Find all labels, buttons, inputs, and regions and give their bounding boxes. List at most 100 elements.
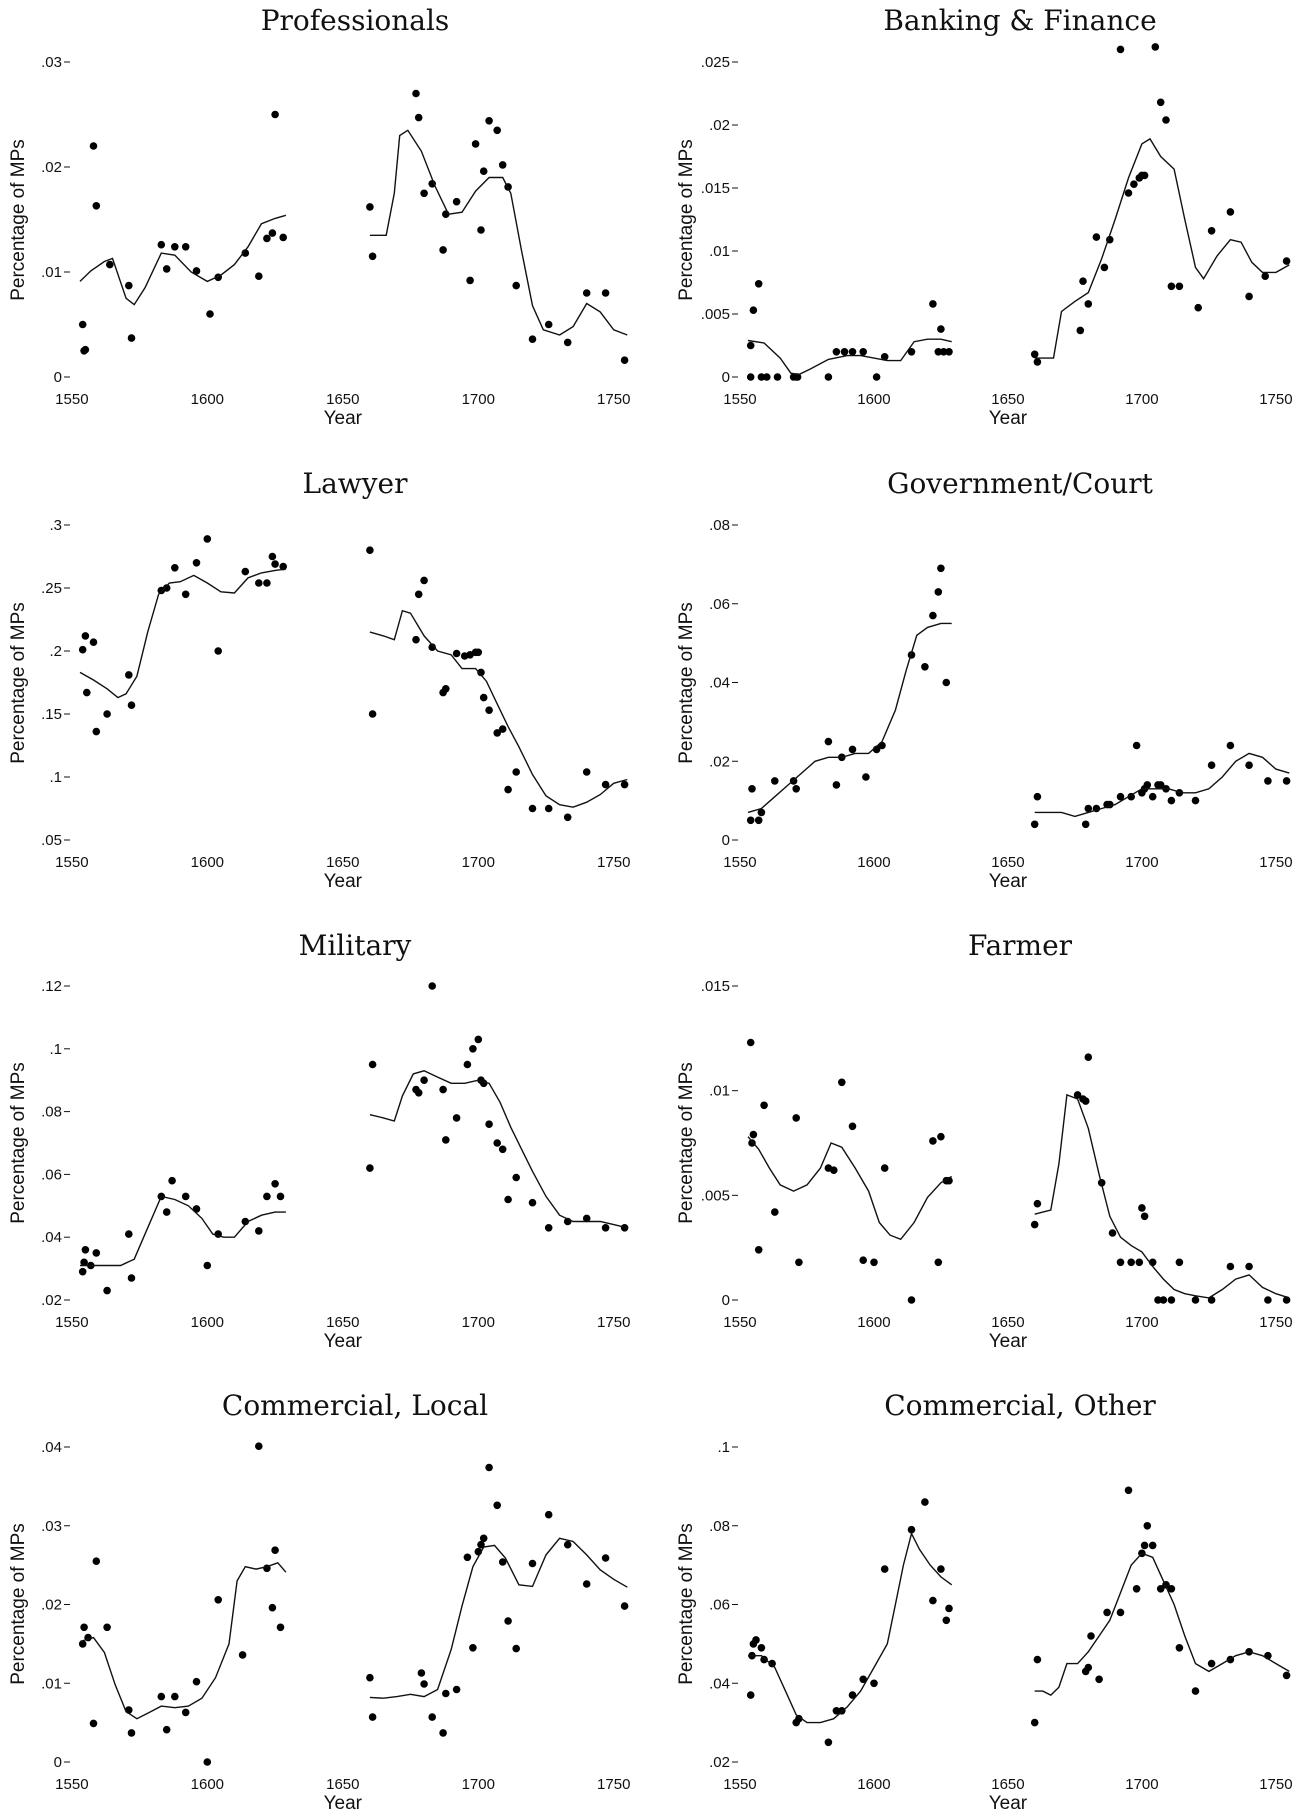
panel-military-point	[78, 1267, 87, 1276]
panel-farmer-point	[754, 1246, 763, 1254]
panel-lawyer-point	[78, 645, 87, 654]
panel-professionals-point	[263, 234, 271, 243]
panel-military-point	[276, 1192, 285, 1201]
panel-lawyer-xtick-label: 1750	[597, 854, 630, 871]
panel-banking-finance-ytick-label: .015	[701, 180, 730, 197]
panel-commercial-local-point	[80, 1623, 88, 1632]
panel-military-ytick-label: .1	[49, 1041, 62, 1058]
panel-government-court-xtick-label: 1700	[1125, 854, 1158, 871]
panel-military-ytick-label: .04	[41, 1229, 62, 1246]
panel-lawyer-point	[192, 559, 201, 567]
panel-farmer-point	[795, 1258, 803, 1267]
panel-lawyer-ylabel: Percentage of MPs	[8, 602, 29, 764]
panel-commercial-local-point	[544, 1510, 553, 1519]
panel-commercial-other-point	[1116, 1608, 1125, 1617]
panel-military-point	[469, 1045, 477, 1053]
panel-government-court-point	[942, 678, 951, 687]
panel-farmer-xtick-label: 1550	[723, 1314, 756, 1331]
panel-farmer-point	[1245, 1262, 1253, 1271]
panel-farmer-point	[1135, 1258, 1144, 1267]
panel-professionals-point	[271, 110, 279, 119]
panel-professionals-point	[192, 267, 201, 275]
panel-government-court-point	[934, 588, 943, 596]
panel-farmer-ytick-label: .015	[701, 978, 730, 995]
panel-lawyer-point	[452, 649, 461, 658]
panel-commercial-other-point	[942, 1616, 951, 1625]
panel-banking-finance-point	[1245, 292, 1253, 301]
panel-lawyer-point	[181, 590, 190, 599]
panel-government-court-point	[754, 816, 763, 825]
panel-farmer-point	[1108, 1229, 1117, 1237]
panel-farmer-ylabel: Percentage of MPs	[676, 1062, 697, 1224]
panel-military-point	[168, 1176, 176, 1185]
panel-government-court-point	[937, 564, 945, 573]
panel-farmer-point	[748, 1139, 756, 1147]
panel-commercial-local-point	[417, 1669, 426, 1677]
panel-commercial-local-smooth-line	[369, 1537, 628, 1699]
panel-farmer-point	[1138, 1204, 1146, 1212]
panel-government-court-point	[832, 781, 841, 789]
panel-banking-finance-point	[939, 348, 948, 356]
panel-farmer-point	[760, 1101, 768, 1110]
panel-professionals-point	[81, 345, 90, 354]
panel-military: Military Percentage of MPs .02 .04 .06 .08 .1.…	[8, 929, 630, 1352]
panel-commercial-local-point	[92, 1557, 101, 1565]
panel-banking-finance-point	[1116, 45, 1125, 54]
panel-commercial-local-point	[103, 1623, 111, 1632]
panel-lawyer-point	[103, 710, 111, 718]
panel-commercial-local-point	[271, 1546, 279, 1554]
panel-lawyer-point	[498, 725, 507, 733]
panel-government-court-ylabel: Percentage of MPs	[676, 602, 697, 764]
panel-professionals-xtick-label: 1600	[191, 391, 224, 408]
panel-lawyer-point	[620, 780, 629, 789]
panel-farmer-point	[771, 1208, 779, 1216]
panel-banking-finance-point	[1226, 208, 1235, 216]
panel-commercial-local-point	[582, 1580, 591, 1588]
panel-banking-finance-point	[1100, 263, 1109, 272]
panel-commercial-local-point	[238, 1651, 247, 1659]
panel-government-court-point	[792, 785, 800, 793]
panel-government-court-point	[1264, 777, 1272, 785]
panel-banking-finance-point	[1130, 180, 1138, 188]
panel-military-title: Military	[299, 929, 412, 962]
panel-commercial-local-point	[254, 1442, 263, 1450]
panel-banking-finance-point	[1092, 233, 1101, 241]
panel-commercial-other-point	[1030, 1718, 1039, 1727]
panel-lawyer-point	[428, 643, 437, 651]
panel-military-point	[263, 1192, 271, 1201]
panel-lawyer-point	[81, 632, 90, 640]
panel-commercial-other-point	[1175, 1644, 1184, 1652]
panel-government-court-point	[1282, 777, 1291, 785]
panel-professionals-ytick-label: .01	[41, 264, 62, 281]
panel-professionals-point	[78, 320, 87, 329]
panel-military-point	[103, 1286, 111, 1295]
panel-commercial-local-ytick-label: 0	[54, 1754, 62, 1771]
panel-banking-finance-point	[1207, 227, 1216, 235]
panel-banking-finance-point	[872, 373, 881, 381]
panel-banking-finance-point	[859, 348, 867, 356]
panel-military-point	[544, 1224, 553, 1232]
panel-commercial-other-ylabel: Percentage of MPs	[676, 1523, 697, 1685]
panel-farmer-ytick-label: .005	[701, 1187, 730, 1204]
panel-professionals-point	[439, 246, 447, 254]
panel-banking-finance-point	[793, 373, 802, 381]
panel-government-court-point	[929, 611, 937, 620]
panel-farmer-xtick-label: 1750	[1259, 1314, 1292, 1331]
panel-lawyer-point	[366, 546, 374, 554]
panel-lawyer-ytick-label: .1	[49, 769, 62, 786]
panel-professionals-point	[485, 117, 493, 125]
panel-banking-finance-xtick-label: 1600	[857, 391, 890, 408]
panel-government-court: Government/Court Percentage of MPs 0 .02 .04…	[676, 467, 1293, 892]
panel-commercial-local-smooth-line	[79, 1561, 287, 1720]
panel-military-point	[601, 1224, 610, 1232]
panel-farmer-xtick-label: 1700	[1125, 1314, 1158, 1331]
panel-commercial-local-point	[276, 1623, 285, 1632]
panel-professionals-ytick-label: 0	[54, 369, 62, 386]
panel-commercial-other-point	[1167, 1585, 1176, 1593]
panel-banking-finance-point	[907, 348, 916, 356]
panel-professionals-point	[181, 243, 190, 251]
panel-farmer-point	[1081, 1097, 1090, 1105]
panel-military-smooth-line	[369, 1070, 628, 1229]
panel-farmer-point	[1167, 1296, 1176, 1304]
panel-farmer-point	[907, 1296, 916, 1304]
